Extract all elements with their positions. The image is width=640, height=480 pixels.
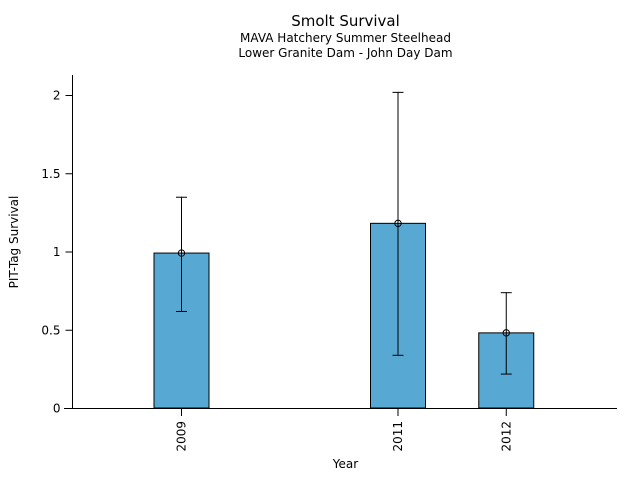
point-marker-2011 [394, 219, 402, 228]
y-tick-label: 1 [53, 245, 61, 259]
x-tick-label: 2011 [391, 421, 405, 452]
point-marker-2009 [177, 249, 186, 257]
chart-title: Smolt Survival [291, 12, 400, 30]
x-tick-label: 2009 [175, 421, 189, 452]
y-tick-label: 0 [53, 402, 61, 416]
chart-subtitle-2: Lower Granite Dam - John Day Dam [238, 46, 453, 60]
chart-subtitle-1: MAVA Hatchery Summer Steelhead [240, 31, 451, 45]
point-marker-2012 [502, 329, 510, 337]
x-tick-label: 2012 [499, 421, 513, 452]
y-tick-label: 2 [53, 89, 61, 103]
y-tick-label: 1.5 [41, 167, 60, 181]
x-axis-label: Year [332, 457, 359, 471]
y-tick-label: 0.5 [41, 323, 60, 337]
